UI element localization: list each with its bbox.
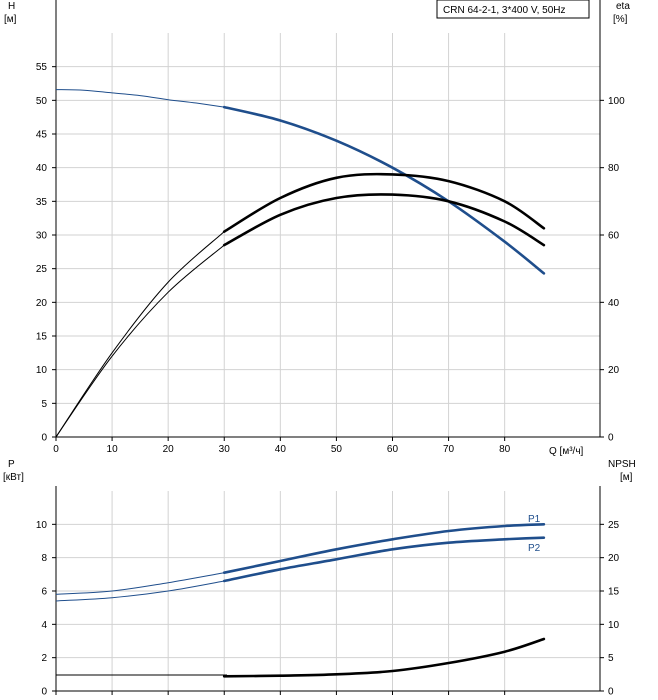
- x-tick-label: 10: [107, 444, 119, 455]
- left-tick-label: 8: [41, 553, 47, 564]
- bottom-panel-grid: [52, 486, 604, 695]
- left-tick-label: 55: [36, 62, 48, 73]
- bottom-left-axis-unit: [кВт]: [3, 472, 24, 483]
- x-axis-label: Q [м³/ч]: [549, 446, 584, 457]
- left-tick-label: 2: [41, 653, 47, 664]
- right-tick-label: 10: [608, 620, 620, 631]
- right-tick-label: 60: [608, 231, 620, 242]
- curve-npsh: [222, 637, 546, 678]
- x-tick-label: 0: [53, 444, 59, 455]
- series-label-p1: P1: [528, 514, 541, 525]
- left-tick-label: 10: [36, 365, 48, 376]
- tick-labels: 0 10 20 30 40 50 60 70 8005101520253035404550550…: [36, 62, 625, 697]
- left-tick-label: 40: [36, 163, 48, 174]
- left-tick-label: 25: [36, 264, 48, 275]
- model-label-box: [436, 0, 590, 19]
- curve-h-thin: [55, 89, 225, 108]
- x-tick-label: 50: [331, 444, 343, 455]
- x-tick-label: 70: [443, 444, 455, 455]
- right-tick-label: 0: [608, 687, 614, 698]
- bottom-left-axis-label: P: [8, 459, 15, 470]
- right-tick-label: 25: [608, 520, 620, 531]
- left-tick-label: 35: [36, 197, 48, 208]
- curve-p1-thin: [55, 572, 225, 595]
- left-tick-label: 20: [36, 298, 48, 309]
- curve-eta_pump-thin: [55, 231, 225, 438]
- right-tick-label: 100: [608, 96, 625, 107]
- model-label: CRN 64-2-1, 3*400 V, 50Hz: [443, 5, 565, 16]
- curve-p2: [222, 536, 546, 583]
- right-tick-label: 0: [608, 433, 614, 444]
- left-tick-label: 50: [36, 96, 48, 107]
- left-tick-label: 15: [36, 332, 48, 343]
- right-tick-label: 5: [608, 653, 614, 664]
- top-panel-grid: [52, 0, 604, 441]
- left-tick-label: 0: [41, 433, 47, 444]
- left-tick-label: 6: [41, 587, 47, 598]
- left-tick-label: 5: [41, 399, 47, 410]
- left-tick-label: 45: [36, 130, 48, 141]
- curve-h: [222, 105, 546, 275]
- x-tick-label: 20: [163, 444, 175, 455]
- top-right-axis-unit: [%]: [613, 14, 628, 25]
- right-tick-label: 80: [608, 163, 620, 174]
- right-tick-label: 20: [608, 365, 620, 376]
- top-right-axis-label: eta: [616, 1, 630, 12]
- x-tick-label: 40: [275, 444, 287, 455]
- bottom-right-axis-unit: [м]: [620, 472, 633, 483]
- curve-eta_pump: [222, 172, 546, 233]
- left-tick-label: 10: [36, 520, 48, 531]
- curve-eta_total-thin: [55, 244, 225, 438]
- x-tick-label: 30: [219, 444, 231, 455]
- left-tick-label: 30: [36, 231, 48, 242]
- right-tick-label: 20: [608, 553, 620, 564]
- curve-eta_total: [222, 193, 546, 247]
- left-tick-label: 4: [41, 620, 47, 631]
- curve-p1: [222, 523, 546, 574]
- x-tick-label: 60: [387, 444, 399, 455]
- left-tick-label: 0: [41, 687, 47, 698]
- x-tick-label: 80: [499, 444, 511, 455]
- right-tick-label: 40: [608, 298, 620, 309]
- right-tick-label: 15: [608, 587, 620, 598]
- series-label-p2: P2: [528, 543, 541, 554]
- curve-p2-thin: [55, 580, 225, 602]
- top-left-axis-unit: [м]: [4, 14, 17, 25]
- top-panel-curves: [55, 89, 546, 438]
- bottom-panel-curves: [55, 523, 546, 678]
- top-left-axis-label: H: [8, 1, 15, 12]
- bottom-right-axis-label: NPSH: [608, 459, 636, 470]
